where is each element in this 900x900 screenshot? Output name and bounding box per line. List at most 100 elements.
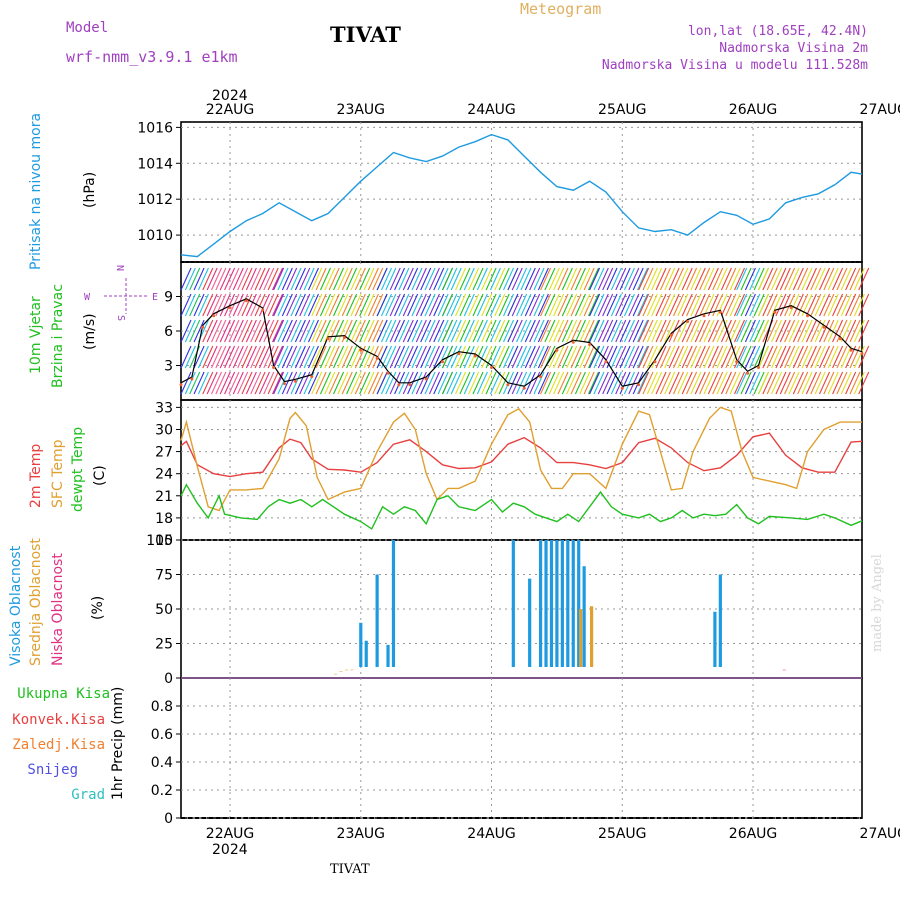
wind-barb	[319, 293, 331, 317]
mid-cloud-bar	[333, 673, 338, 675]
wind-barb	[544, 267, 556, 291]
wind-barb	[529, 267, 541, 291]
wind-barb	[398, 345, 410, 369]
wind-barb	[659, 293, 671, 317]
high-cloud-bar	[582, 566, 586, 667]
wind-barb	[836, 371, 848, 395]
wind-barb	[372, 293, 384, 317]
wind-gust-point	[201, 325, 205, 329]
wind-barb	[415, 319, 427, 343]
wind-barb	[775, 293, 787, 317]
wind-barb	[420, 345, 432, 369]
wind-barb	[389, 371, 401, 395]
wind-barb	[442, 319, 454, 343]
wind-gust-point	[539, 375, 543, 379]
wind-barb	[775, 267, 787, 291]
wind-barb	[570, 293, 582, 317]
wind-barb	[459, 267, 471, 291]
wind-barb	[333, 345, 345, 369]
wind-barb	[788, 345, 800, 369]
wind-barb	[315, 293, 327, 317]
wind-barb	[557, 319, 569, 343]
wind-barb	[407, 371, 419, 395]
wind-barb	[540, 319, 552, 343]
wind-barb	[450, 267, 462, 291]
wind-barb	[341, 293, 353, 317]
wind-barb	[583, 371, 595, 395]
wind-barb	[337, 293, 349, 317]
wind-barb	[853, 293, 865, 317]
wind-barb	[849, 267, 861, 291]
wind-barb	[602, 267, 614, 291]
wind-barb	[507, 293, 519, 317]
wind-barb	[690, 371, 702, 395]
wind-barb	[328, 345, 340, 369]
wind-barb	[315, 319, 327, 343]
wind-barb	[840, 267, 852, 291]
wind-barb	[725, 319, 737, 343]
wind-gust-point	[838, 337, 842, 341]
wind-barb	[610, 371, 622, 395]
wind-gust-point	[424, 377, 428, 381]
wind-barb	[241, 371, 253, 395]
wind-barb	[619, 345, 631, 369]
wind-barb	[468, 267, 480, 291]
wind-barb	[254, 267, 266, 291]
wind-barb	[315, 371, 327, 395]
wind-barb	[827, 267, 839, 291]
compass-west: W	[84, 292, 91, 303]
wind-gust-point	[773, 310, 777, 314]
wind-barb	[428, 267, 440, 291]
wind-barb	[446, 267, 458, 291]
wind-barb	[442, 371, 454, 395]
wind-barb	[450, 371, 462, 395]
wind-barb	[814, 371, 826, 395]
top-year-label: 2024	[212, 88, 248, 104]
compass-icon	[104, 278, 148, 314]
wind-barb	[734, 371, 746, 395]
wind-barb	[485, 267, 497, 291]
wind-barb	[668, 371, 680, 395]
wind-barb	[372, 319, 384, 343]
wind-barb	[762, 293, 774, 317]
wind-barb	[583, 267, 595, 291]
high-cloud-bar	[391, 540, 396, 667]
wind-barb	[537, 371, 549, 395]
wind-gust-point	[457, 352, 461, 356]
wind-barb	[472, 371, 484, 395]
wind-barb	[402, 267, 414, 291]
wind-barb	[468, 345, 480, 369]
wind-barb	[602, 345, 614, 369]
wind-barb	[779, 319, 791, 343]
wind-barb	[642, 319, 654, 343]
wind-barb	[749, 267, 761, 291]
wind-barb	[744, 319, 756, 343]
wind-barb	[455, 267, 467, 291]
wind-barb	[359, 293, 371, 317]
wind-barb	[651, 267, 663, 291]
wind-barb	[725, 293, 737, 317]
wind-gust-point	[860, 352, 864, 356]
wind-barb	[450, 345, 462, 369]
wind-barb	[762, 345, 774, 369]
wind-barb	[402, 319, 414, 343]
wind-barb	[619, 293, 631, 317]
wind-barb	[511, 345, 523, 369]
wind-barb	[228, 371, 240, 395]
wind-barb	[180, 345, 192, 369]
wind-barb	[819, 345, 831, 369]
wind-gust-point	[702, 314, 706, 318]
wind-barb	[385, 319, 397, 343]
wind-barb	[281, 293, 293, 317]
wind-barb	[819, 319, 831, 343]
wind-barb	[615, 293, 627, 317]
wind-barb	[668, 345, 680, 369]
wind-barb	[771, 345, 783, 369]
wind-barb	[766, 319, 778, 343]
wind-barb	[579, 267, 591, 291]
wind-barb	[211, 345, 223, 369]
wind-barb	[189, 371, 201, 395]
wind-barb	[529, 371, 541, 395]
wind-barb	[801, 293, 813, 317]
y-tick-label: 0	[164, 811, 173, 827]
